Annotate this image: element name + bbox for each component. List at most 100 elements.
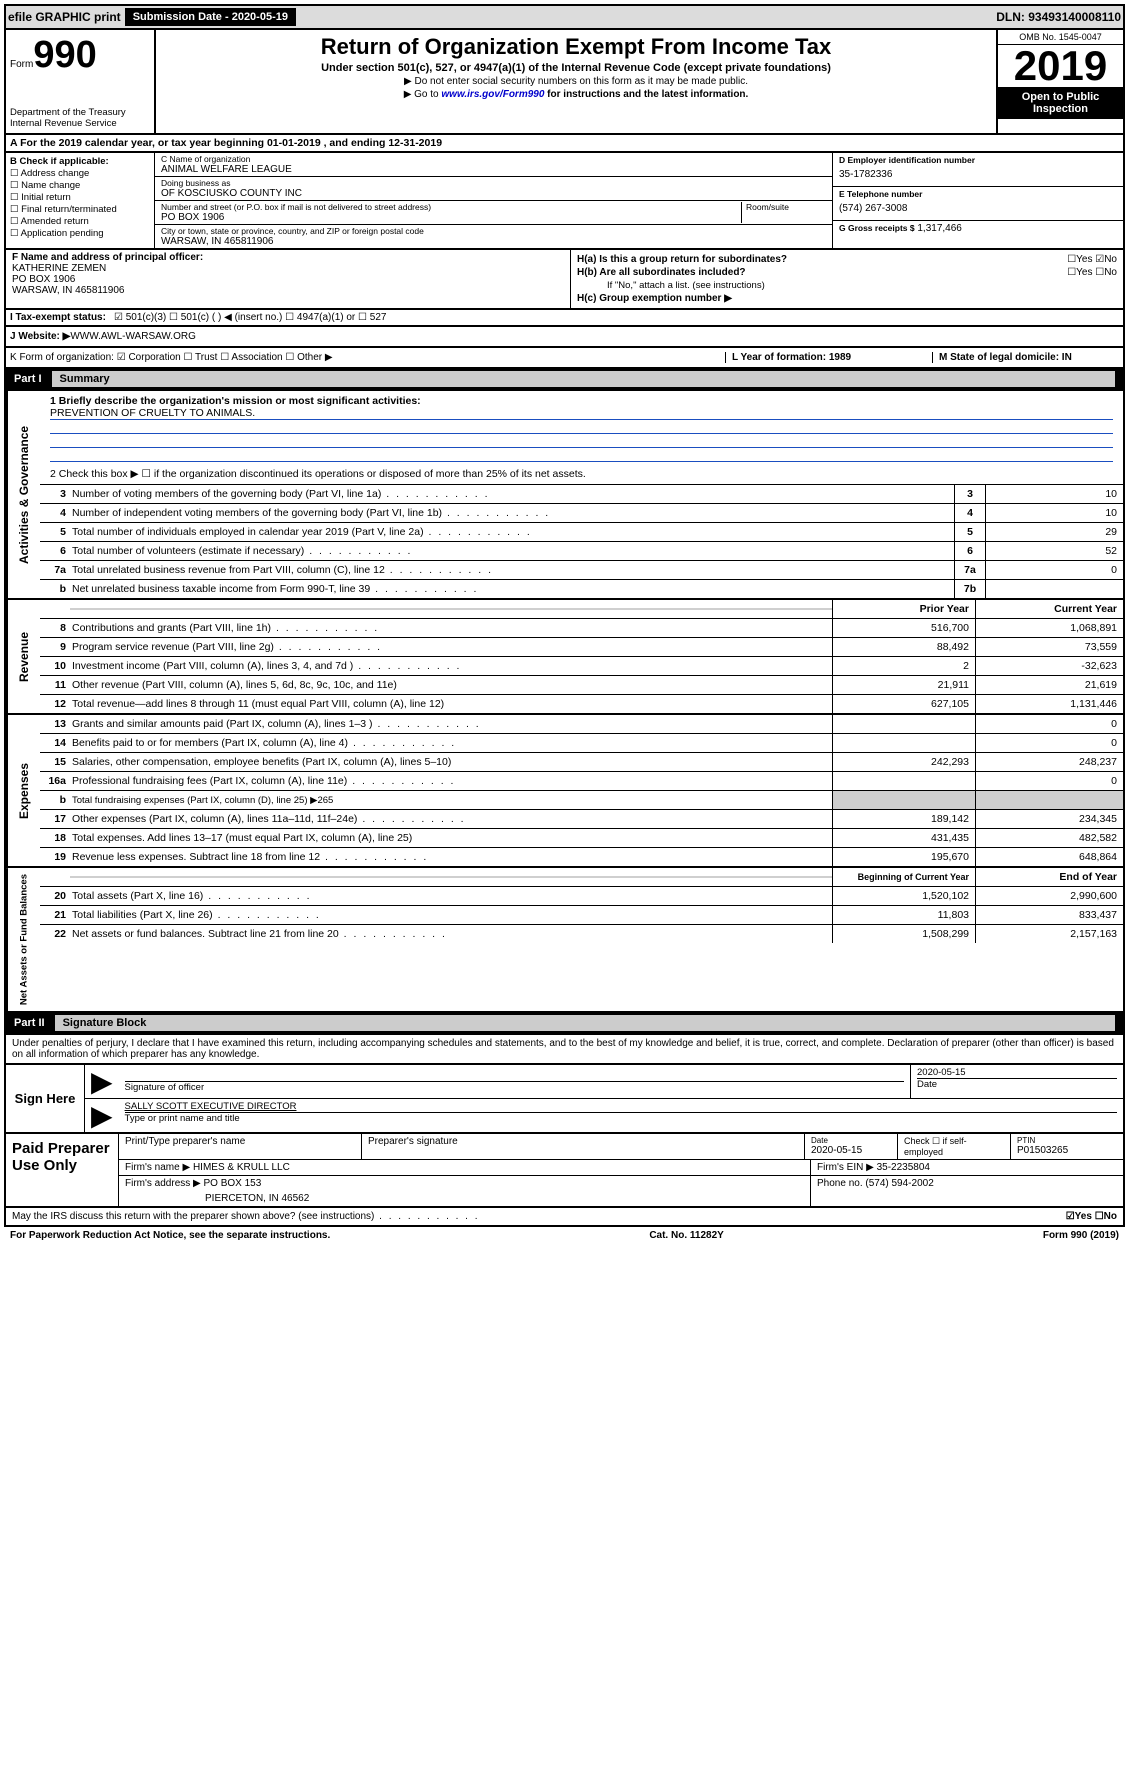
line12-curr: 1,131,446 <box>975 695 1123 713</box>
check-address-change[interactable]: ☐ Address change <box>10 168 150 179</box>
ein: 35-1782336 <box>839 165 1117 184</box>
line14-prior <box>832 734 975 752</box>
line9-prior: 88,492 <box>832 638 975 656</box>
line18-prior: 431,435 <box>832 829 975 847</box>
revenue-tab: Revenue <box>6 600 40 713</box>
identification-block: B Check if applicable: ☐ Address change … <box>4 153 1125 250</box>
website[interactable]: WWW.AWL-WARSAW.ORG <box>70 331 196 342</box>
line17-prior: 189,142 <box>832 810 975 828</box>
line17-desc: Other expenses (Part IX, column (A), lin… <box>70 812 832 826</box>
line13-prior <box>832 715 975 733</box>
line16b-prior <box>832 791 975 809</box>
line10-prior: 2 <box>832 657 975 675</box>
line10-curr: -32,623 <box>975 657 1123 675</box>
line21-curr: 833,437 <box>975 906 1123 924</box>
part1-title: Summary <box>52 371 1115 387</box>
form-header: Form 990 Department of the Treasury Inte… <box>4 30 1125 135</box>
line10-desc: Investment income (Part VIII, column (A)… <box>70 659 832 673</box>
officer-addr2: WARSAW, IN 465811906 <box>12 285 564 296</box>
signature-block: Sign Here ▶ Signature of officer 2020-05… <box>4 1065 1125 1134</box>
line22-curr: 2,157,163 <box>975 925 1123 943</box>
line7b-val <box>985 580 1123 598</box>
line20-desc: Total assets (Part X, line 16) <box>70 889 832 903</box>
check-initial-return[interactable]: ☐ Initial return <box>10 192 150 203</box>
expenses-tab: Expenses <box>6 715 40 866</box>
tax-year-range: A For the 2019 calendar year, or tax yea… <box>4 135 1125 153</box>
check-amended[interactable]: ☐ Amended return <box>10 216 150 227</box>
sig-officer-label: Signature of officer <box>125 1082 904 1093</box>
prep-sig-label: Preparer's signature <box>362 1134 805 1159</box>
line22-desc: Net assets or fund balances. Subtract li… <box>70 927 832 941</box>
discontinued-check[interactable]: 2 Check this box ▶ ☐ if the organization… <box>50 468 1113 480</box>
phone-label: E Telephone number <box>839 189 1117 199</box>
check-application-pending[interactable]: ☐ Application pending <box>10 228 150 239</box>
street: PO BOX 1906 <box>161 212 741 223</box>
perjury-statement: Under penalties of perjury, I declare th… <box>4 1035 1125 1065</box>
part2-title: Signature Block <box>55 1015 1115 1031</box>
line14-curr: 0 <box>975 734 1123 752</box>
line7b-desc: Net unrelated business taxable income fr… <box>70 582 954 596</box>
beginning-year-header: Beginning of Current Year <box>832 868 975 886</box>
prior-year-header: Prior Year <box>832 600 975 618</box>
gross-receipts: 1,317,466 <box>917 223 962 234</box>
ein-label: D Employer identification number <box>839 155 1117 165</box>
paperwork-notice: For Paperwork Reduction Act Notice, see … <box>10 1230 330 1241</box>
prep-name-label: Print/Type preparer's name <box>119 1134 362 1159</box>
form-number: 990 <box>33 34 96 77</box>
efile-top-bar: efile GRAPHIC print Submission Date - 20… <box>4 4 1125 30</box>
efile-label: efile GRAPHIC print <box>8 10 121 24</box>
officer-addr1: PO BOX 1906 <box>12 274 564 285</box>
hb-answer[interactable]: ☐Yes ☐No <box>1067 267 1117 278</box>
instr-goto: ▶ Go to www.irs.gov/Form990 for instruct… <box>164 89 988 100</box>
mission: PREVENTION OF CRUELTY TO ANIMALS. <box>50 407 1113 420</box>
end-year-header: End of Year <box>975 868 1123 886</box>
line16b-curr <box>975 791 1123 809</box>
officer-name: KATHERINE ZEMEN <box>12 263 564 274</box>
phone: (574) 267-3008 <box>839 199 1117 218</box>
line8-desc: Contributions and grants (Part VIII, lin… <box>70 621 832 635</box>
line8-prior: 516,700 <box>832 619 975 637</box>
line16b-desc: Total fundraising expenses (Part IX, col… <box>70 794 832 807</box>
arrow-icon: ▶ <box>85 1065 119 1098</box>
line11-desc: Other revenue (Part VIII, column (A), li… <box>70 678 832 692</box>
public-inspection-badge: Open to Public Inspection <box>998 87 1123 119</box>
line11-curr: 21,619 <box>975 676 1123 694</box>
line22-prior: 1,508,299 <box>832 925 975 943</box>
prep-self-employed[interactable]: Check ☐ if self-employed <box>898 1134 1011 1159</box>
line8-curr: 1,068,891 <box>975 619 1123 637</box>
form-subtitle: Under section 501(c), 527, or 4947(a)(1)… <box>164 62 988 74</box>
line5-desc: Total number of individuals employed in … <box>70 525 954 539</box>
mission-prompt: 1 Briefly describe the organization's mi… <box>50 395 1113 407</box>
line15-curr: 248,237 <box>975 753 1123 771</box>
discuss-answer[interactable]: ☑Yes ☐No <box>1066 1211 1117 1222</box>
revenue-section: Revenue Prior YearCurrent Year 8Contribu… <box>4 600 1125 715</box>
irs-link[interactable]: www.irs.gov/Form990 <box>441 89 544 100</box>
governance-section: Activities & Governance 1 Briefly descri… <box>4 391 1125 600</box>
line18-desc: Total expenses. Add lines 13–17 (must eq… <box>70 831 832 845</box>
tax-exempt-options[interactable]: ☑ 501(c)(3) ☐ 501(c) ( ) ◀ (insert no.) … <box>114 312 387 323</box>
firm-ein: Firm's EIN ▶ 35-2235804 <box>811 1160 1123 1175</box>
form-of-org[interactable]: K Form of organization: ☑ Corporation ☐ … <box>10 352 725 363</box>
governance-tab: Activities & Governance <box>6 391 40 598</box>
ha-answer[interactable]: ☐Yes ☑No <box>1067 254 1117 265</box>
line20-curr: 2,990,600 <box>975 887 1123 905</box>
line12-desc: Total revenue—add lines 8 through 11 (mu… <box>70 697 832 711</box>
paid-preparer-block: Paid Preparer Use Only Print/Type prepar… <box>4 1134 1125 1208</box>
line13-curr: 0 <box>975 715 1123 733</box>
line21-prior: 11,803 <box>832 906 975 924</box>
current-year-header: Current Year <box>975 600 1123 618</box>
line6-desc: Total number of volunteers (estimate if … <box>70 544 954 558</box>
check-name-change[interactable]: ☐ Name change <box>10 180 150 191</box>
check-final-return[interactable]: ☐ Final return/terminated <box>10 204 150 215</box>
net-assets-section: Net Assets or Fund Balances Beginning of… <box>4 868 1125 1013</box>
line21-desc: Total liabilities (Part X, line 26) <box>70 908 832 922</box>
fgh-block: F Name and address of principal officer:… <box>4 250 1125 310</box>
line7a-desc: Total unrelated business revenue from Pa… <box>70 563 954 577</box>
form-title: Return of Organization Exempt From Incom… <box>164 34 988 60</box>
line5-val: 29 <box>985 523 1123 541</box>
line16a-desc: Professional fundraising fees (Part IX, … <box>70 774 832 788</box>
tax-year: 2019 <box>998 45 1123 87</box>
line3-desc: Number of voting members of the governin… <box>70 487 954 501</box>
hb-question: H(b) Are all subordinates included? <box>577 267 746 278</box>
part1-label: Part I <box>14 373 42 385</box>
